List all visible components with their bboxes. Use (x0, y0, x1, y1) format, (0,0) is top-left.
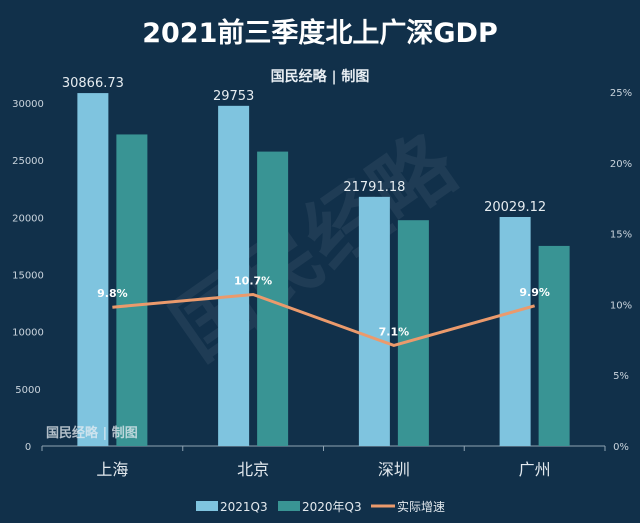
growth-label: 7.1% (379, 325, 410, 338)
right-tick-label: 5% (613, 371, 629, 382)
right-tick-label: 0% (613, 442, 629, 453)
left-tick-label: 20000 (12, 213, 44, 224)
bar-value-label: 21791.18 (343, 180, 405, 195)
legend-swatch (278, 501, 300, 511)
left-tick-label: 10000 (12, 328, 44, 339)
right-tick-label: 25% (610, 88, 632, 99)
growth-line (112, 292, 536, 348)
legend-label: 2021Q3 (220, 500, 268, 514)
bar-2020q3 (116, 134, 148, 447)
bar-2021q3 (77, 93, 109, 446)
growth-label: 9.9% (519, 286, 550, 299)
right-tick-label: 20% (610, 159, 632, 170)
chart-title: 2021前三季度北上广深GDP (142, 17, 498, 49)
left-tick-label: 15000 (12, 271, 44, 282)
growth-label: 9.8% (97, 287, 128, 300)
category-label: 上海 (96, 460, 128, 479)
bar-value-label: 20029.12 (484, 200, 546, 215)
category-label: 北京 (237, 460, 269, 479)
bar-2021q3 (218, 105, 250, 446)
left-tick-label: 0 (25, 442, 31, 453)
category-label: 广州 (519, 460, 551, 479)
chart-subtitle: 国民经略 | 制图 (271, 68, 370, 85)
category-label: 深圳 (378, 460, 410, 479)
legend-label: 实际增速 (397, 499, 445, 514)
bar-2020q3 (538, 245, 570, 446)
bar-2021q3 (499, 217, 531, 446)
legend-swatch (196, 501, 218, 511)
legend-label: 2020年Q3 (302, 500, 362, 514)
right-tick-label: 15% (610, 230, 632, 241)
left-tick-label: 25000 (12, 156, 44, 167)
bar-value-label: 29753 (213, 89, 254, 104)
right-tick-label: 10% (610, 300, 632, 311)
left-tick-label: 30000 (12, 99, 44, 110)
left-tick-label: 5000 (15, 385, 40, 396)
growth-label: 10.7% (234, 274, 272, 287)
bar-2020q3 (397, 220, 429, 446)
corner-credit: 国民经略 | 制图 (46, 425, 138, 441)
bar-2021q3 (358, 196, 390, 446)
bar-value-label: 30866.73 (62, 76, 124, 91)
